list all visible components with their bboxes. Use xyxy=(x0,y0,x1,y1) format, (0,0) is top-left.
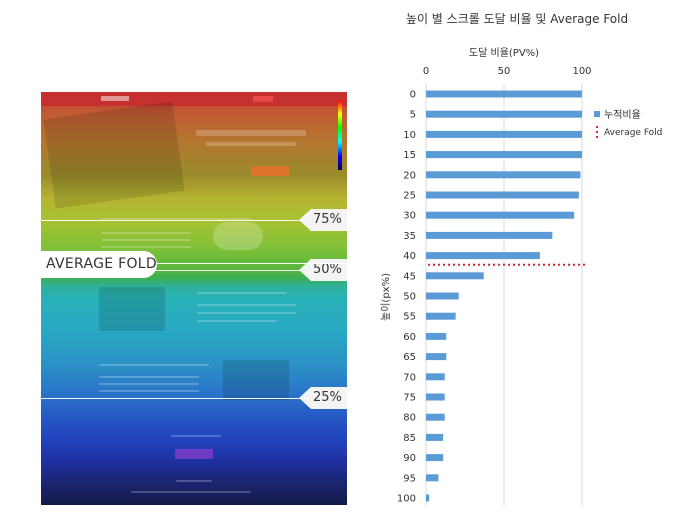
text-line xyxy=(197,304,297,306)
bar-15 xyxy=(426,151,582,159)
bar-100 xyxy=(426,494,430,502)
y-tick-label: 35 xyxy=(403,231,416,242)
y-tick-label: 0 xyxy=(410,90,416,101)
text-line xyxy=(197,292,287,294)
bar-25 xyxy=(426,191,579,199)
y-tick-label: 15 xyxy=(403,150,416,161)
legend-label-cumulative: 누적비율 xyxy=(604,109,641,121)
bar-5 xyxy=(426,110,582,118)
cta-button xyxy=(175,449,213,459)
text-line xyxy=(99,376,199,378)
y-tick-label: 10 xyxy=(403,130,416,141)
y-tick-label: 90 xyxy=(403,453,416,464)
hero-button xyxy=(251,166,289,176)
y-tick-label: 55 xyxy=(403,312,416,323)
text-line xyxy=(101,246,191,248)
fold-tag-75: 75% xyxy=(299,209,347,231)
legend-label-average-fold: Average Fold xyxy=(604,128,662,138)
y-axis-label: 높이(px%) xyxy=(380,273,392,321)
bar-50 xyxy=(426,292,459,300)
chart-legend: 누적비율 Average Fold xyxy=(594,109,662,138)
fold-line-75 xyxy=(41,220,347,221)
text-line xyxy=(99,364,209,366)
y-tick-label: 30 xyxy=(403,211,416,222)
bar-65 xyxy=(426,353,447,361)
fold-line-25 xyxy=(41,398,347,399)
fold-line-50 xyxy=(41,270,347,271)
text-line xyxy=(171,435,221,437)
bar-75 xyxy=(426,393,445,401)
bar-35 xyxy=(426,231,553,239)
legend-swatch-cumulative xyxy=(594,111,600,117)
y-tick-label: 80 xyxy=(403,413,416,424)
feature-image xyxy=(223,360,289,400)
y-tick-label: 95 xyxy=(403,473,416,484)
text-line xyxy=(101,232,191,234)
y-tick-label: 65 xyxy=(403,352,416,363)
x-axis-ticks: 0 50 100 xyxy=(423,66,592,77)
x-tick-label: 100 xyxy=(572,66,591,77)
bar-60 xyxy=(426,332,447,340)
chart-bars xyxy=(426,90,582,502)
footer-text xyxy=(131,491,251,493)
fold-tag-25: 25% xyxy=(299,387,347,409)
y-tick-label: 85 xyxy=(403,433,416,444)
y-tick-label: 5 xyxy=(410,110,416,121)
section-heading xyxy=(101,218,251,220)
site-logo xyxy=(101,96,129,101)
cloud-illustration xyxy=(213,222,263,250)
bar-20 xyxy=(426,171,581,179)
text-line xyxy=(99,383,199,385)
page-header-bar xyxy=(41,92,347,106)
y-tick-label: 50 xyxy=(403,292,416,303)
bar-85 xyxy=(426,433,444,441)
bar-90 xyxy=(426,454,444,462)
bar-10 xyxy=(426,130,582,138)
text-line xyxy=(101,239,191,241)
bar-55 xyxy=(426,312,456,320)
y-tick-label: 100 xyxy=(397,494,416,505)
hero-subheading xyxy=(206,142,296,146)
heat-scale-legend xyxy=(338,100,342,170)
y-tick-label: 45 xyxy=(403,271,416,282)
x-axis-label: 도달 비율(PV%) xyxy=(469,47,539,59)
y-tick-label: 70 xyxy=(403,372,416,383)
average-fold-badge: AVERAGE FOLD xyxy=(32,251,157,278)
bar-40 xyxy=(426,252,540,260)
bar-45 xyxy=(426,272,484,280)
text-line xyxy=(197,320,277,322)
y-tick-label: 75 xyxy=(403,393,416,404)
text-line xyxy=(197,312,297,314)
chart-title: 높이 별 스크롤 도달 비율 및 Average Fold xyxy=(406,12,628,26)
bar-95 xyxy=(426,474,439,482)
y-tick-label: 25 xyxy=(403,191,416,202)
header-menu xyxy=(253,96,273,102)
y-tick-label: 40 xyxy=(403,251,416,262)
scroll-heatmap: 75% 50% 25% xyxy=(41,92,347,505)
fold-tag-50: 50% xyxy=(299,259,347,281)
footer-logo xyxy=(176,480,212,482)
y-tick-label: 60 xyxy=(403,332,416,343)
bar-70 xyxy=(426,373,445,381)
product-image xyxy=(99,287,165,331)
y-axis-ticks: 0 5 10 15 20 25 30 35 40 45 50 55 60 65 70 75 80 85 90 95 10… xyxy=(397,90,416,505)
x-tick-label: 0 xyxy=(423,66,429,77)
bar-30 xyxy=(426,211,575,219)
average-fold-line xyxy=(41,263,347,264)
bar-0 xyxy=(426,90,582,98)
text-line xyxy=(99,390,199,392)
y-tick-label: 20 xyxy=(403,170,416,181)
bar-80 xyxy=(426,413,445,421)
hero-heading xyxy=(196,130,306,136)
x-tick-label: 50 xyxy=(498,66,511,77)
